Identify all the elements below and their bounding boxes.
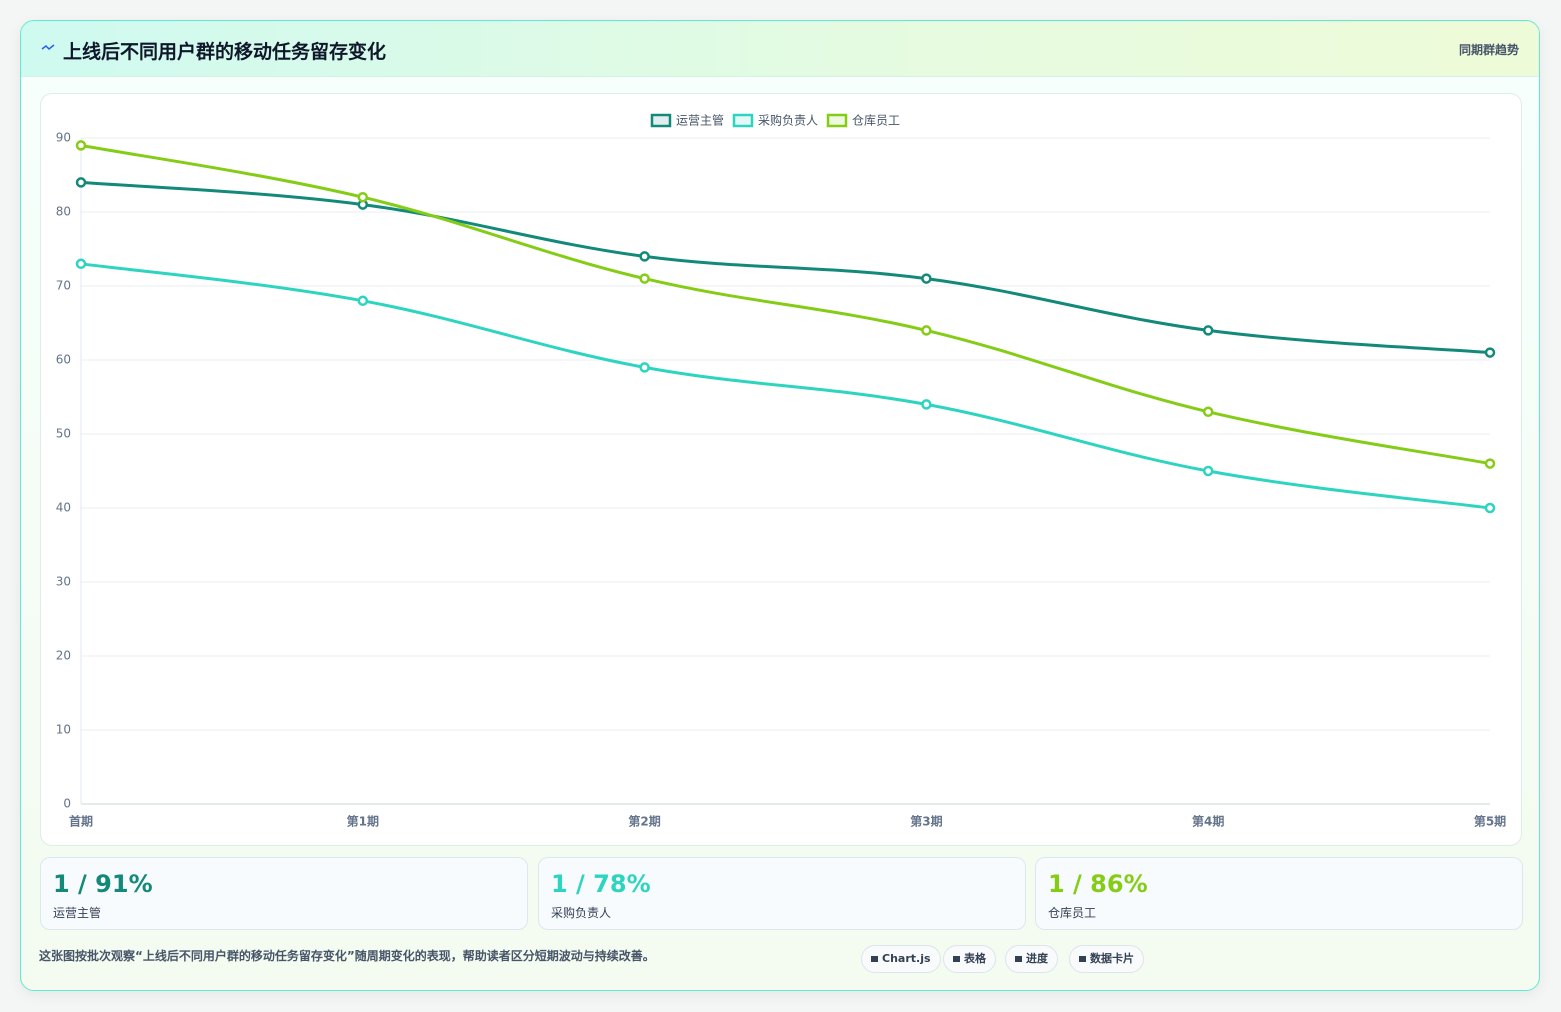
- point: [75, 177, 87, 188]
- point: [1202, 465, 1214, 477]
- stat-card: 1 / 91% 运营主管: [40, 857, 528, 930]
- stat-label: 采购负责人: [551, 906, 612, 920]
- y-tick-label: 60: [56, 353, 71, 367]
- point: [921, 399, 932, 410]
- point: [639, 273, 650, 284]
- stat-card: 1 / 78% 采购负责人: [538, 857, 1026, 930]
- stat-value: 1 / 91%: [53, 870, 153, 898]
- legend-swatch: [826, 113, 848, 128]
- y-tick-label: 80: [56, 205, 71, 219]
- legend-swatch: [650, 113, 672, 128]
- point: [75, 140, 87, 151]
- point: [921, 273, 932, 284]
- x-tick-label: 首期: [69, 814, 93, 829]
- y-tick-label: 30: [56, 575, 71, 589]
- point: [1202, 325, 1214, 336]
- y-tick-label: 20: [56, 649, 71, 663]
- stat-value: 1 / 86%: [1048, 870, 1148, 898]
- point: [639, 251, 650, 262]
- card-frame: 上线后不同用户群的移动任务留存变化 同期群趋势 0 10 20 30 40 50 60 70 8…: [20, 20, 1540, 991]
- legend-swatch: [732, 113, 754, 128]
- header-tag: 同期群趋势: [1458, 43, 1519, 57]
- legend-label: 仓库员工: [852, 113, 900, 128]
- y-tick-label: 10: [56, 723, 71, 737]
- stat-value: 1 / 78%: [551, 870, 651, 898]
- point: [357, 191, 369, 203]
- series-line: [80, 180, 1491, 355]
- series-line: [80, 262, 1491, 510]
- point: [1202, 406, 1214, 418]
- legend-label: 采购负责人: [758, 113, 818, 128]
- legend-label: 运营主管: [676, 113, 724, 128]
- chip[interactable]: 表格: [943, 945, 996, 973]
- chip[interactable]: 数据卡片: [1069, 945, 1144, 973]
- point: [1484, 502, 1496, 514]
- x-tick-label: 第5期: [1474, 814, 1506, 829]
- point: [1484, 347, 1496, 358]
- x-tick-label: 第4期: [1192, 814, 1224, 829]
- chart-panel: 0 10 20 30 40 50 60 70 80 90 首期 第1期 第2期 第3期 第4期 第5期 运营主管…: [40, 93, 1522, 846]
- point: [75, 258, 87, 270]
- y-tick-label: 0: [63, 797, 71, 811]
- chip[interactable]: Chart.js: [861, 945, 941, 973]
- header-icon: [41, 44, 55, 51]
- chip-label: 进度: [1026, 952, 1048, 965]
- series-line: [80, 143, 1491, 466]
- chip-label: 数据卡片: [1090, 952, 1134, 965]
- y-tick-label: 50: [56, 427, 71, 441]
- y-tick-label: 70: [56, 279, 71, 293]
- chip-label: 表格: [964, 952, 986, 965]
- stat-label: 仓库员工: [1048, 906, 1097, 920]
- point: [1484, 458, 1496, 469]
- chip[interactable]: 进度: [1005, 945, 1058, 973]
- chart: 0 10 20 30 40 50 60 70 80 90 首期 第1期 第2期 第3期 第4期 第5期 运营主管…: [56, 113, 1506, 829]
- stat-label: 运营主管: [53, 906, 102, 920]
- chip-label: Chart.js: [882, 952, 931, 965]
- y-tick-label: 90: [56, 131, 71, 145]
- stat-card: 1 / 86% 仓库员工: [1035, 857, 1523, 930]
- point: [357, 295, 369, 307]
- y-tick-label: 40: [56, 501, 71, 515]
- point: [921, 325, 932, 336]
- header: 上线后不同用户群的移动任务留存变化 同期群趋势: [21, 21, 1539, 77]
- x-tick-label: 第2期: [628, 814, 660, 829]
- footer-note: 这张图按批次观察“上线后不同用户群的移动任务留存变化”随周期变化的表现，帮助读者…: [39, 949, 655, 963]
- point: [639, 362, 650, 373]
- title: 上线后不同用户群的移动任务留存变化: [63, 41, 387, 63]
- x-tick-label: 第3期: [910, 814, 942, 829]
- x-tick-label: 第1期: [347, 814, 379, 829]
